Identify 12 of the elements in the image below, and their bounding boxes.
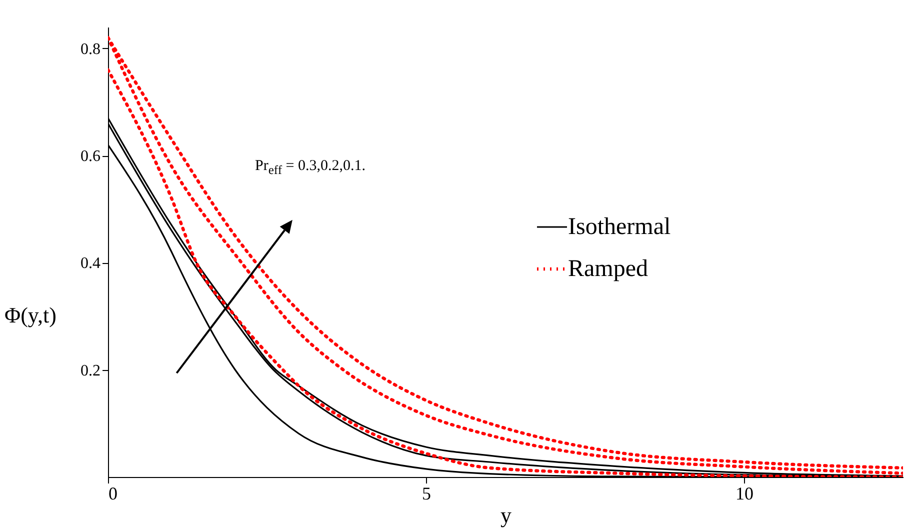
y-tick-label: 0.6 <box>80 148 100 166</box>
x-tick-label: 10 <box>736 484 754 504</box>
x-tick-label: 0 <box>108 484 118 504</box>
y-tick-label: 0.8 <box>80 40 100 58</box>
y-axis-title: Φ(y,t) <box>4 302 56 328</box>
annotation: Pr$_{eff}$ = 0.3,0.2,0.1. <box>255 158 366 178</box>
y-tick-label: 0.2 <box>80 362 100 380</box>
legend-label: Isothermal <box>568 214 671 240</box>
y-tick-label: 0.4 <box>80 255 100 272</box>
x-tick-label: 5 <box>422 484 431 504</box>
x-axis-title: y <box>500 502 512 528</box>
legend-label: Ramped <box>568 256 648 282</box>
